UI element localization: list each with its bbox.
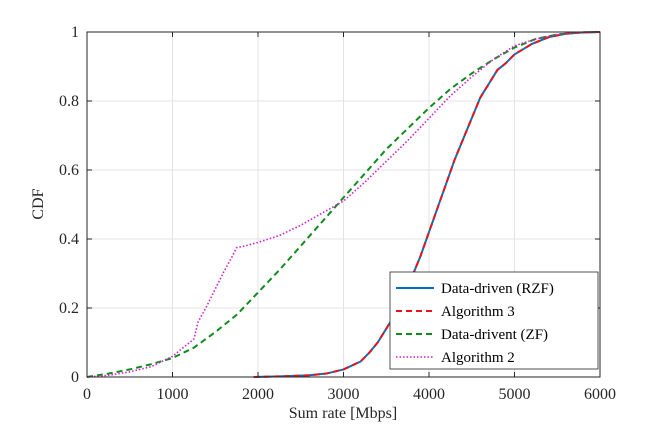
x-tick-label: 2000: [242, 386, 274, 403]
legend-label: Algorithm 3: [441, 304, 515, 320]
legend-items: Data-driven (RZF) Algorithm 3 Data-drivent…: [396, 281, 554, 366]
series-line-algorithm-2: [86, 31, 601, 378]
x-axis-title: Sum rate [Mbps]: [289, 405, 397, 422]
x-tick-label: 5000: [499, 386, 531, 403]
x-tick-label: 1000: [157, 386, 189, 403]
y-axis-title: CDF: [30, 188, 47, 219]
legend-label: Data-driven (RZF): [441, 281, 554, 297]
series-line-algorithm-3: [253, 31, 601, 378]
legend: Data-driven (RZF) Algorithm 3 Data-drivent…: [389, 271, 599, 370]
series-layer: [86, 31, 601, 378]
tick-labels: 0 1000 2000 3000 4000 5000 6000 0 0.2 0.4 0.6 0.8 1: [59, 24, 616, 403]
x-tick-label: 3000: [328, 386, 360, 403]
y-tick-label: 1: [71, 24, 79, 41]
x-tick-label: 0: [83, 386, 91, 403]
legend-label: Data-drivent (ZF): [441, 327, 548, 343]
series-line-data-drivent-zf: [86, 31, 601, 378]
y-tick-label: 0.6: [59, 162, 79, 179]
y-tick-label: 0.8: [59, 93, 79, 110]
x-tick-label: 4000: [413, 386, 445, 403]
x-tick-label: 6000: [584, 386, 616, 403]
y-tick-label: 0.2: [59, 300, 79, 317]
y-tick-label: 0.4: [59, 231, 79, 248]
ticks: [86, 31, 601, 378]
legend-label: Algorithm 2: [441, 350, 515, 366]
y-tick-label: 0: [71, 369, 79, 386]
